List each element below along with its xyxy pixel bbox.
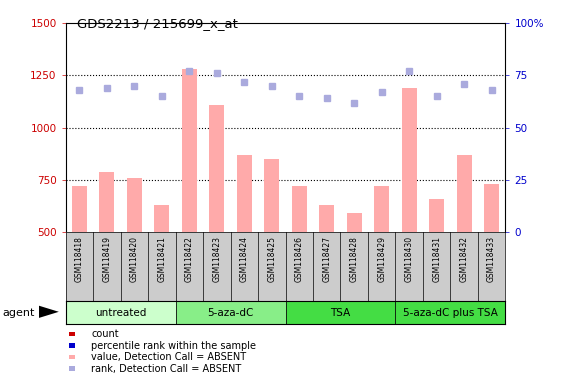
Text: rank, Detection Call = ABSENT: rank, Detection Call = ABSENT bbox=[91, 364, 242, 374]
Text: 5-aza-dC: 5-aza-dC bbox=[207, 308, 254, 318]
Bar bbox=[286, 301, 395, 324]
Bar bbox=[401, 88, 417, 232]
Text: GSM118429: GSM118429 bbox=[377, 236, 386, 282]
Text: GSM118420: GSM118420 bbox=[130, 236, 139, 282]
Text: GSM118426: GSM118426 bbox=[295, 236, 304, 282]
Text: GSM118433: GSM118433 bbox=[487, 236, 496, 282]
Text: percentile rank within the sample: percentile rank within the sample bbox=[91, 341, 256, 351]
Bar bbox=[292, 186, 307, 232]
Bar bbox=[374, 186, 389, 232]
Text: GDS2213 / 215699_x_at: GDS2213 / 215699_x_at bbox=[77, 17, 238, 30]
Text: GSM118432: GSM118432 bbox=[460, 236, 469, 282]
Bar bbox=[176, 301, 286, 324]
Text: GSM118430: GSM118430 bbox=[405, 236, 413, 282]
Text: GSM118419: GSM118419 bbox=[102, 236, 111, 282]
Text: TSA: TSA bbox=[331, 308, 351, 318]
Text: GSM118423: GSM118423 bbox=[212, 236, 222, 282]
Text: GSM118422: GSM118422 bbox=[185, 236, 194, 281]
Text: GSM118425: GSM118425 bbox=[267, 236, 276, 282]
Text: count: count bbox=[91, 329, 119, 339]
Bar bbox=[72, 186, 87, 232]
Text: GSM118424: GSM118424 bbox=[240, 236, 249, 282]
Bar bbox=[319, 205, 334, 232]
Text: GSM118427: GSM118427 bbox=[322, 236, 331, 282]
Bar bbox=[209, 105, 224, 232]
Text: GSM118431: GSM118431 bbox=[432, 236, 441, 282]
Text: 5-aza-dC plus TSA: 5-aza-dC plus TSA bbox=[403, 308, 498, 318]
Text: GSM118428: GSM118428 bbox=[349, 236, 359, 281]
Bar bbox=[395, 301, 505, 324]
Bar bbox=[66, 301, 176, 324]
Text: agent: agent bbox=[3, 308, 35, 318]
Bar bbox=[264, 159, 279, 232]
Bar bbox=[182, 69, 197, 232]
Bar bbox=[154, 205, 170, 232]
Bar bbox=[127, 178, 142, 232]
Bar bbox=[457, 155, 472, 232]
Bar bbox=[347, 214, 362, 232]
Bar bbox=[484, 184, 499, 232]
Bar bbox=[99, 172, 114, 232]
Text: untreated: untreated bbox=[95, 308, 146, 318]
Bar bbox=[237, 155, 252, 232]
Text: value, Detection Call = ABSENT: value, Detection Call = ABSENT bbox=[91, 352, 247, 362]
Text: GSM118421: GSM118421 bbox=[158, 236, 166, 281]
Bar bbox=[429, 199, 444, 232]
Polygon shape bbox=[39, 306, 59, 318]
Text: GSM118418: GSM118418 bbox=[75, 236, 84, 281]
